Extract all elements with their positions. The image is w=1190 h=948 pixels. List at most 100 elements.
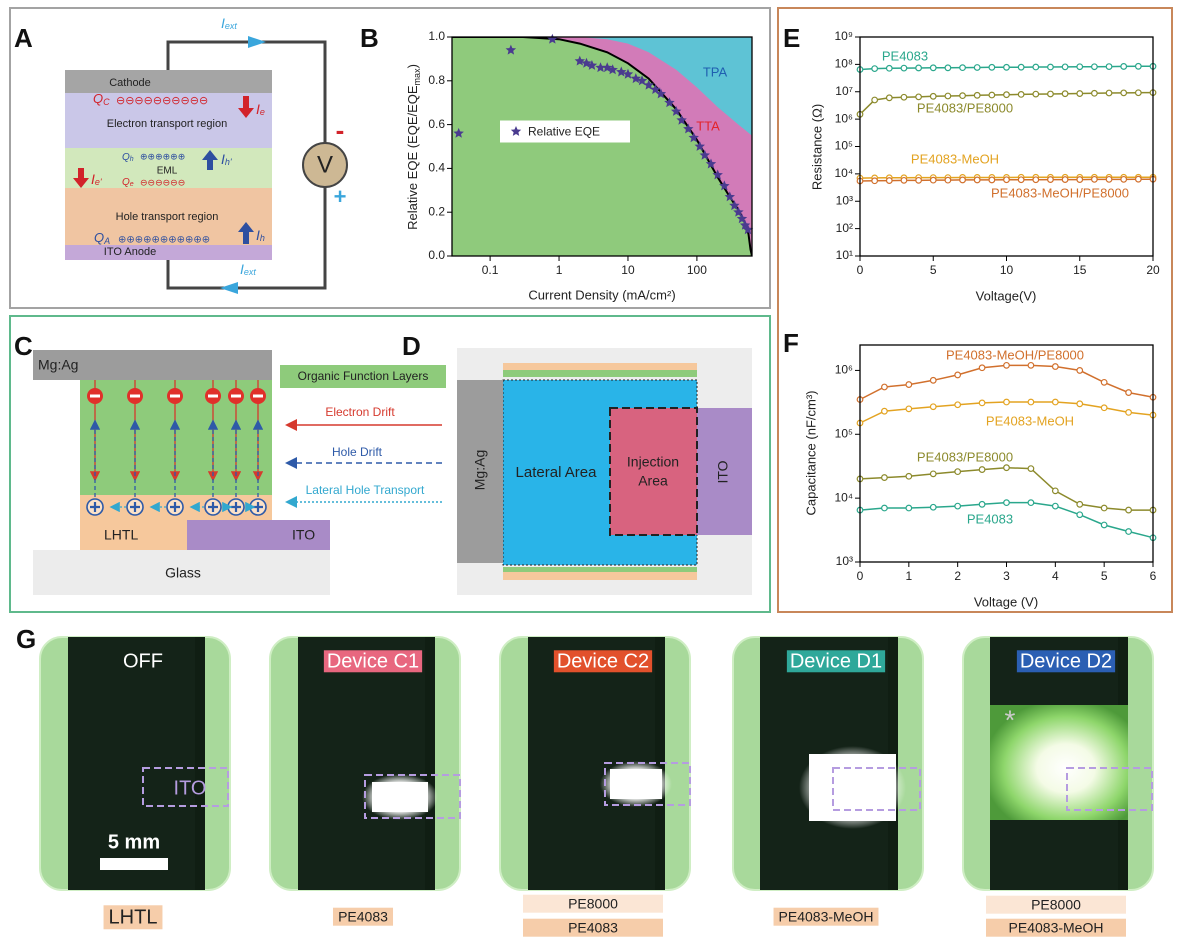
marker [1047,63,1054,71]
charges: ⊖⊖⊖⊖⊖⊖⊖⊖⊖⊖ [116,95,208,107]
area-label: Injection [627,454,679,470]
y-axis-title: Relative EQE (EQE/EQEmax) [405,64,422,230]
device-label-bg [323,650,423,673]
panel-letter: D [402,331,421,361]
marker [954,468,962,476]
y-tick-label: 1.0 [428,29,445,43]
panel-c: Mg:Ag LHTL ITO Glass Organic Function La… [33,350,446,595]
legend-label: Organic Function Layers [298,369,429,383]
marker [1061,176,1069,183]
organic-stripe [503,370,697,377]
minus [253,394,263,398]
star-marker [699,149,710,160]
x-tick-label: 20 [1146,263,1160,277]
glass-layer [33,550,330,595]
marker [1076,63,1084,71]
layer-tag-bg [332,907,394,926]
series-label: PE4083-MeOH [911,151,999,166]
x-tick-label: 1 [905,569,912,583]
area-label: Lateral Area [516,464,598,481]
y-tick-label: 10¹ [836,248,853,262]
layer-tag-bg [523,918,663,937]
y-axis-title: Capacitance (nF/cm³) [803,391,818,516]
marker [915,64,922,72]
symbol: Q [94,230,104,245]
legend-label: Relative EQE [528,125,600,139]
marker [905,405,913,413]
plot-area [452,37,752,256]
legend-label: Lateral Hole Transport [306,483,425,497]
chart: TPA TTA Relative EQE 0.1 1 10 100 0.0 0.2 0.4 0.6 0… [428,29,754,277]
subscript: ext [244,267,257,277]
star-marker [705,158,717,169]
minus [231,394,241,398]
star-marker [574,55,585,66]
marker [978,364,986,372]
star-marker [729,200,740,211]
marker [1003,398,1010,406]
plus [130,502,140,512]
star-marker [643,79,654,90]
marker [915,93,922,101]
layer-label: ITO [292,527,315,543]
series-label: TPA [703,64,728,79]
star-marker [724,191,735,202]
marker [1105,175,1113,183]
marker [1100,378,1108,386]
x-tick-label: 15 [1073,263,1087,277]
marker [871,65,879,73]
ito-strip [195,637,205,890]
minus [208,394,218,398]
marker [881,504,888,512]
cathode-layer [65,70,272,93]
marker [1003,91,1010,99]
star-marker [586,60,598,70]
marker [959,176,966,184]
symbol: Q [122,177,130,188]
star-marker [505,44,517,55]
x-tick-label: 10 [621,263,635,277]
marker [1051,487,1059,495]
subscript: C [103,97,110,107]
star-marker [664,97,675,108]
y-tick-label: 10⁵ [835,426,853,440]
series-label: PE4083/PE8000 [917,100,1013,115]
star-marker [607,64,618,75]
electrode-label: ITO [715,460,731,483]
panel-d: Mg:Ag ITO Lateral Area Injection Area [457,348,752,595]
x-tick-label: 0 [857,569,864,583]
marker [905,504,913,512]
series-label: PE4083 [882,48,928,63]
layer-tag: PE8000 [1031,897,1081,913]
marker [978,500,986,508]
marker [915,176,922,184]
marker [1017,91,1025,98]
x-tick-label: 6 [1150,569,1157,583]
marker [988,91,996,99]
emission-core [372,782,428,812]
layer-tag: PE4083-MeOH [1009,920,1104,936]
y-tick-label: 0.6 [428,117,445,131]
electrode-strip [68,637,205,890]
marker [1051,502,1059,510]
series-label: TTA [696,118,720,133]
marker [881,474,888,481]
marker [1120,175,1128,183]
plus [170,502,180,512]
series-label: PE4083-MeOH [986,413,1074,428]
marker [1105,63,1113,70]
ito-layer [187,520,330,550]
plus [90,502,100,512]
layer-label: Glass [165,565,201,581]
x-tick-label: 10 [1000,263,1014,277]
panel-letter: F [783,328,799,358]
star-marker [622,68,634,79]
legend-label: Hole Drift [332,445,383,459]
star-marker [636,75,648,86]
x-tick-label: 5 [1101,569,1108,583]
minus-sign: - [336,115,345,145]
marker [954,401,962,409]
symbol: Q [93,91,103,106]
plus [231,502,241,512]
layer-tag-bg [986,895,1126,914]
